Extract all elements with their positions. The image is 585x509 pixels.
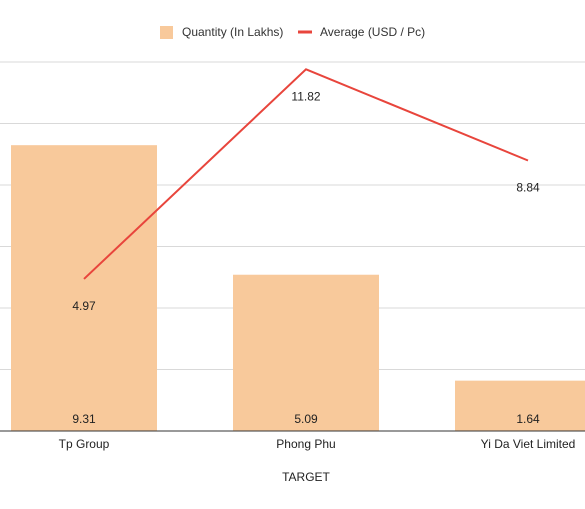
- legend-label-average: Average (USD / Pc): [320, 25, 425, 39]
- legend: Quantity (In Lakhs) Average (USD / Pc): [160, 25, 425, 39]
- bar-data-label: 5.09: [294, 412, 318, 426]
- legend-label-quantity: Quantity (In Lakhs): [182, 25, 283, 39]
- bar: [455, 380, 585, 431]
- category-labels: Tp Group Phong Phu Yi Da Viet Limited: [59, 437, 576, 451]
- bar-data-label: 1.64: [516, 412, 540, 426]
- legend-swatch-quantity: [160, 26, 173, 39]
- bar: [233, 274, 379, 431]
- bar-data-label: 9.31: [72, 412, 96, 426]
- line-data-label: 4.97: [72, 299, 96, 313]
- category-label: Tp Group: [59, 437, 110, 451]
- line-data-label: 8.84: [516, 180, 540, 194]
- bars: 9.31 5.09 1.64: [11, 145, 585, 432]
- line-data-label: 11.82: [291, 89, 320, 103]
- category-label: Phong Phu: [276, 437, 335, 451]
- x-axis-title: TARGET: [282, 470, 330, 484]
- average-line: [83, 68, 529, 280]
- line-series: 4.97 11.82 8.84: [72, 68, 540, 313]
- bar: [11, 145, 157, 432]
- category-label: Yi Da Viet Limited: [481, 437, 576, 451]
